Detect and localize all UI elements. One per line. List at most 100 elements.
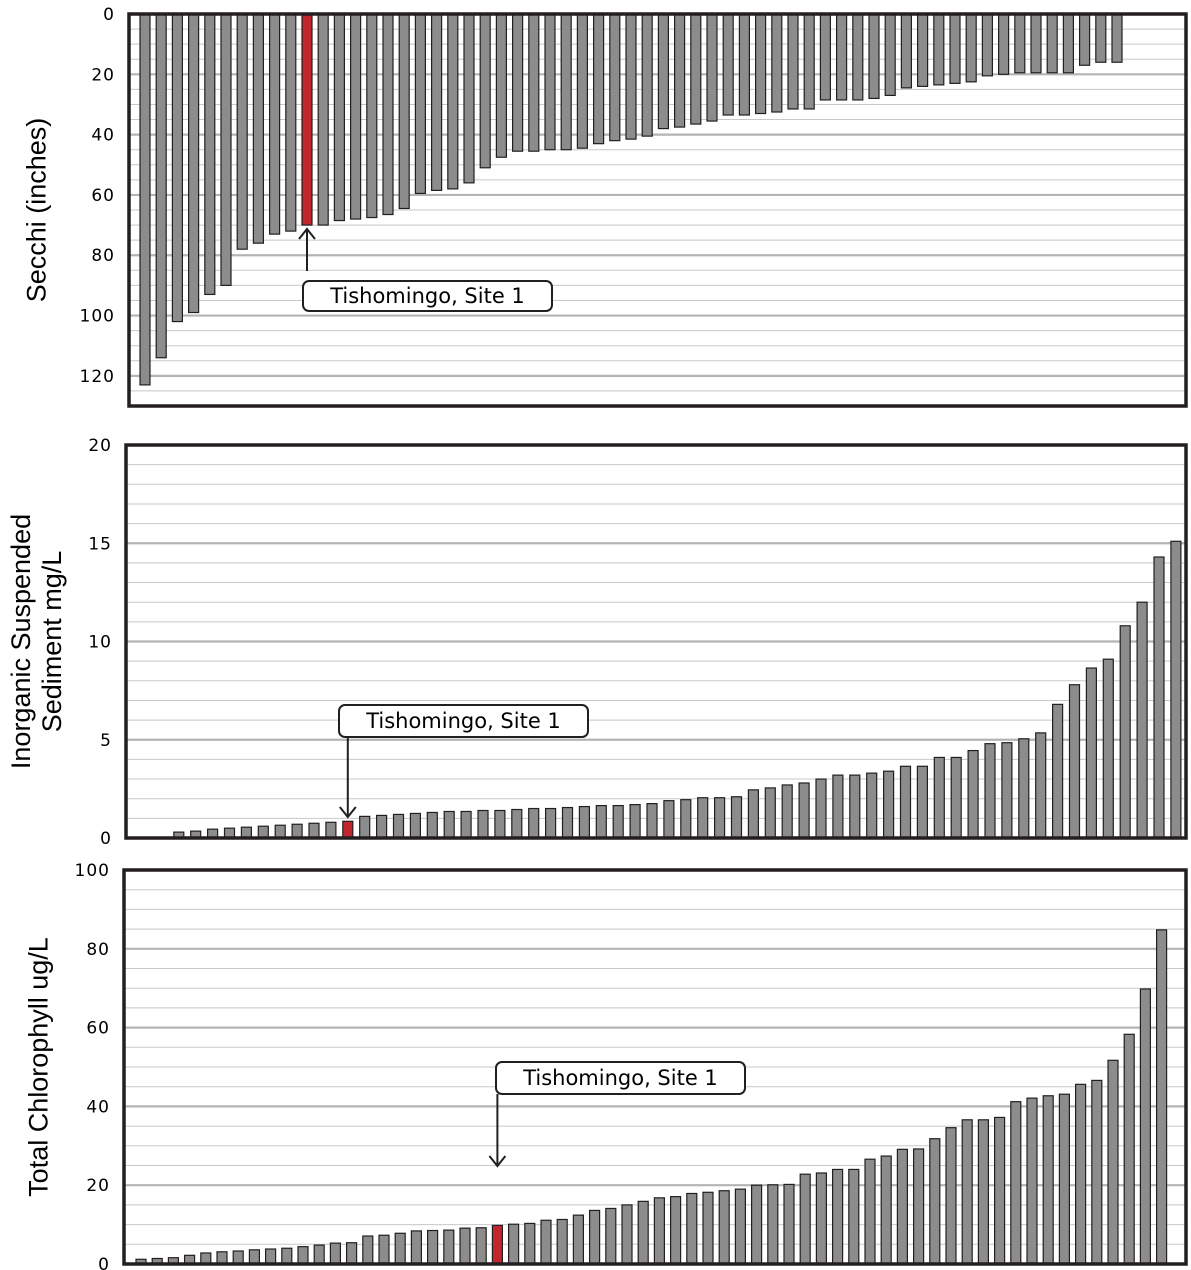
bar — [750, 1184, 763, 1265]
bar — [528, 13, 540, 152]
bar — [621, 1204, 633, 1265]
y-axis-label: Total Chlorophyll ug/L — [23, 937, 53, 1197]
bar — [965, 13, 977, 83]
bar — [477, 809, 489, 839]
bar — [852, 13, 864, 101]
bar — [362, 1235, 374, 1265]
bar — [346, 1242, 358, 1265]
bar — [1014, 13, 1026, 74]
bar — [494, 809, 506, 839]
bar — [916, 765, 929, 839]
bar — [912, 1148, 925, 1265]
bar — [832, 774, 844, 839]
bar — [479, 13, 491, 169]
bar — [848, 1168, 860, 1265]
callout-arrowhead — [339, 806, 357, 819]
bar — [447, 13, 459, 190]
bar — [511, 808, 523, 839]
bar — [460, 810, 472, 839]
bar — [653, 1197, 666, 1265]
bar — [663, 800, 675, 839]
bar — [916, 13, 929, 87]
bar — [576, 13, 589, 149]
bar — [378, 1234, 390, 1265]
bar — [560, 13, 572, 151]
bar — [291, 823, 303, 839]
bar — [1062, 13, 1075, 74]
highlighted-bar — [491, 1224, 503, 1265]
bar — [864, 1158, 876, 1265]
bar — [669, 1196, 682, 1265]
y-tick-label: 40 — [91, 126, 115, 146]
bar — [463, 13, 475, 184]
bar — [325, 821, 337, 839]
bar — [188, 13, 200, 314]
bar — [1018, 738, 1030, 839]
bar — [350, 13, 362, 220]
callout-box — [495, 1061, 746, 1095]
bar — [394, 1232, 406, 1265]
callout-arrowhead — [298, 227, 316, 240]
bar — [216, 1251, 228, 1265]
bar — [884, 13, 896, 97]
bar — [1155, 929, 1168, 1265]
y-axis-label: Secchi (inches) — [21, 118, 51, 303]
bar — [690, 13, 702, 125]
bar — [799, 1173, 811, 1265]
bar — [993, 1116, 1006, 1265]
plot-frame — [124, 443, 1188, 840]
highlighted-bar — [301, 13, 313, 226]
bar — [754, 13, 767, 115]
bar — [265, 1248, 277, 1265]
bar — [815, 778, 827, 839]
bar — [1170, 540, 1182, 839]
bar — [641, 13, 653, 137]
highlighted-bar — [342, 820, 354, 839]
bar — [880, 1155, 892, 1265]
bar — [949, 13, 961, 84]
bar — [967, 749, 979, 839]
bar — [281, 1247, 293, 1265]
bar — [819, 13, 832, 101]
bar — [1136, 601, 1148, 839]
bar — [359, 815, 371, 839]
bar — [252, 13, 264, 244]
bar — [409, 812, 421, 839]
y-axis-label: Sediment mg/L — [37, 551, 67, 733]
bar — [1123, 1033, 1135, 1265]
bar — [220, 13, 232, 286]
bar — [984, 743, 996, 839]
bar — [771, 13, 783, 113]
bar — [524, 1222, 536, 1265]
y-tick-label: 60 — [91, 186, 115, 206]
bar — [443, 1229, 455, 1265]
bar — [1046, 13, 1058, 74]
chart-chl: 0 20 40 60 80 100 Total Chlorophyll ug/L Tishom… — [23, 861, 1188, 1270]
y-tick-label: 15 — [88, 534, 112, 554]
bar — [899, 765, 912, 839]
bar — [333, 13, 345, 222]
bar — [297, 1246, 309, 1265]
bar — [835, 13, 848, 101]
bar — [544, 807, 557, 839]
bar — [257, 825, 269, 839]
bar — [376, 814, 388, 839]
bar — [609, 13, 621, 142]
bar — [1111, 13, 1123, 63]
bar — [815, 1172, 828, 1265]
callout-label: Tishomingo, Site 1 — [329, 284, 525, 308]
bar — [232, 1250, 244, 1265]
chart-secchi: 0 20 40 60 80 100 120 Secchi (inches) Tishomingo… — [21, 5, 1188, 408]
bar — [767, 1184, 779, 1265]
bar — [366, 13, 378, 219]
bar — [1074, 1083, 1087, 1265]
bar — [382, 13, 394, 216]
y-tick-label: 5 — [100, 731, 112, 751]
callout-label: Tishomingo, Site 1 — [522, 1066, 718, 1090]
y-tick-label: 0 — [98, 1255, 110, 1270]
y-tick-label: 120 — [80, 367, 115, 387]
bar — [686, 1192, 698, 1265]
bar — [929, 1138, 941, 1265]
bar — [392, 813, 405, 839]
